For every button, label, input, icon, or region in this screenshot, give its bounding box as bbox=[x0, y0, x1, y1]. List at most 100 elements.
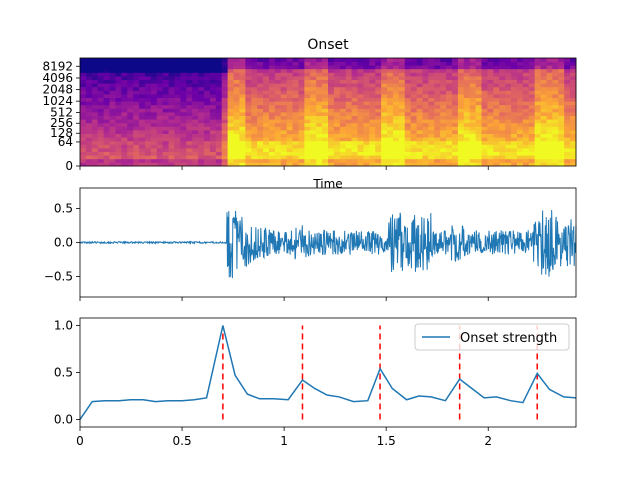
spectrogram-cell bbox=[446, 137, 453, 142]
spectrogram-cell bbox=[487, 101, 494, 106]
spectrogram-cell bbox=[162, 155, 169, 160]
spectrogram-cell bbox=[440, 162, 447, 167]
spectrogram-cell bbox=[280, 68, 288, 73]
spectrogram-cell bbox=[404, 58, 412, 62]
spectrogram-cell bbox=[85, 90, 93, 95]
spectrogram-cell bbox=[162, 65, 169, 70]
spectrogram-cell bbox=[97, 162, 105, 167]
spectrogram-cell bbox=[304, 65, 311, 70]
spectrogram-cell bbox=[168, 79, 175, 84]
spectrogram-cell bbox=[369, 112, 376, 116]
spectrogram-cell bbox=[511, 97, 518, 102]
spectrogram-cell bbox=[215, 151, 223, 156]
spectrogram-cell bbox=[257, 108, 264, 113]
spectrogram-cell bbox=[298, 72, 305, 77]
spectrogram-cell bbox=[475, 104, 482, 109]
spectrogram-cell bbox=[204, 126, 211, 131]
spectrogram-cell bbox=[233, 151, 240, 156]
spectrogram-cell bbox=[499, 83, 506, 88]
spectrogram-cell bbox=[422, 122, 429, 127]
spectrogram-cell bbox=[97, 148, 105, 152]
spectrogram-cell bbox=[516, 79, 524, 84]
spectrogram-cell bbox=[80, 148, 87, 152]
spectrogram-cell bbox=[522, 119, 530, 124]
spectrogram-cell bbox=[369, 65, 376, 70]
spectrogram-cell bbox=[97, 68, 105, 73]
spectrogram-cell bbox=[516, 76, 524, 80]
spectrogram-cell bbox=[280, 133, 288, 138]
spectrogram-cell bbox=[416, 83, 423, 88]
spectrogram-cell bbox=[357, 76, 364, 80]
spectrogram-cell bbox=[150, 130, 158, 134]
spectrogram-cell bbox=[558, 65, 565, 70]
spectrogram-cell bbox=[463, 104, 471, 109]
spectrogram-cell bbox=[446, 115, 453, 120]
spectrogram-cell bbox=[522, 94, 530, 98]
spectrogram-cell bbox=[91, 144, 99, 149]
spectrogram-cell bbox=[534, 151, 541, 156]
spectrogram-cell bbox=[440, 119, 447, 124]
spectrogram-cell bbox=[227, 68, 234, 73]
spectrogram-cell bbox=[369, 155, 376, 160]
spectrogram-cell bbox=[392, 126, 400, 131]
spectrogram-cell bbox=[440, 86, 447, 91]
spectrogram-cell bbox=[511, 108, 518, 113]
spectrogram-cell bbox=[192, 126, 199, 131]
spectrogram-cell bbox=[387, 130, 394, 134]
spectrogram-cell bbox=[375, 122, 382, 127]
spectrogram-cell bbox=[416, 86, 423, 91]
spectrogram-cell bbox=[221, 122, 229, 127]
spectrogram-cell bbox=[558, 133, 565, 138]
spectrogram-cell bbox=[144, 68, 152, 73]
spectrogram-cell bbox=[227, 101, 234, 106]
spectrogram-cell bbox=[268, 126, 276, 131]
spectrogram-cell bbox=[103, 155, 110, 160]
spectrogram-cell bbox=[180, 122, 187, 127]
spectrogram-cell bbox=[274, 58, 282, 62]
spectrogram-cell bbox=[440, 65, 447, 70]
spectrogram-cell bbox=[375, 119, 382, 124]
spectrogram-cell bbox=[91, 65, 99, 70]
spectrogram-cell bbox=[469, 58, 477, 62]
spectrogram-cell bbox=[381, 58, 388, 62]
spectrogram-cell bbox=[528, 108, 536, 113]
spectrogram-cell bbox=[452, 61, 459, 66]
spectrogram-cell bbox=[280, 76, 288, 80]
spectrogram-cell bbox=[558, 79, 565, 84]
spectrogram-cell bbox=[316, 130, 323, 134]
spectrogram-cell bbox=[339, 61, 347, 66]
spectrogram-cell bbox=[286, 65, 293, 70]
spectrogram-cell bbox=[375, 68, 382, 73]
spectrogram-cell bbox=[298, 94, 305, 98]
spectrogram-cell bbox=[109, 86, 116, 91]
spectrogram-cell bbox=[274, 104, 282, 109]
spectrogram-cell bbox=[381, 126, 388, 131]
spectrogram-cell bbox=[328, 83, 335, 88]
spectrogram-cell bbox=[446, 162, 453, 167]
spectrogram-cell bbox=[251, 65, 258, 70]
spectrogram-cell bbox=[564, 112, 571, 116]
spectrogram-cell bbox=[328, 68, 335, 73]
spectrogram-cell bbox=[274, 112, 282, 116]
spectrogram-cell bbox=[392, 137, 400, 142]
spectrogram-cell bbox=[457, 148, 465, 152]
spectrogram-cell bbox=[511, 76, 518, 80]
spectrogram-cell bbox=[80, 86, 87, 91]
spectrogram-cell bbox=[387, 115, 394, 120]
spectrogram-cell bbox=[363, 155, 370, 160]
spectrogram-cell bbox=[457, 133, 465, 138]
spectrogram-cell bbox=[85, 108, 93, 113]
spectrogram-cell bbox=[251, 72, 258, 77]
spectrogram-cell bbox=[516, 58, 524, 62]
spectrogram-cell bbox=[133, 97, 140, 102]
spectrogram-cell bbox=[558, 112, 565, 116]
spectrogram-cell bbox=[351, 112, 358, 116]
spectrogram-cell bbox=[357, 58, 364, 62]
spectrogram-cell bbox=[204, 94, 211, 98]
spectrogram-cell bbox=[493, 140, 500, 145]
spectrogram-cell bbox=[180, 65, 187, 70]
spectrogram-cell bbox=[422, 65, 429, 70]
spectrogram-cell bbox=[505, 61, 512, 66]
spectrogram-cell bbox=[493, 58, 500, 62]
spectrogram-cell bbox=[422, 86, 429, 91]
